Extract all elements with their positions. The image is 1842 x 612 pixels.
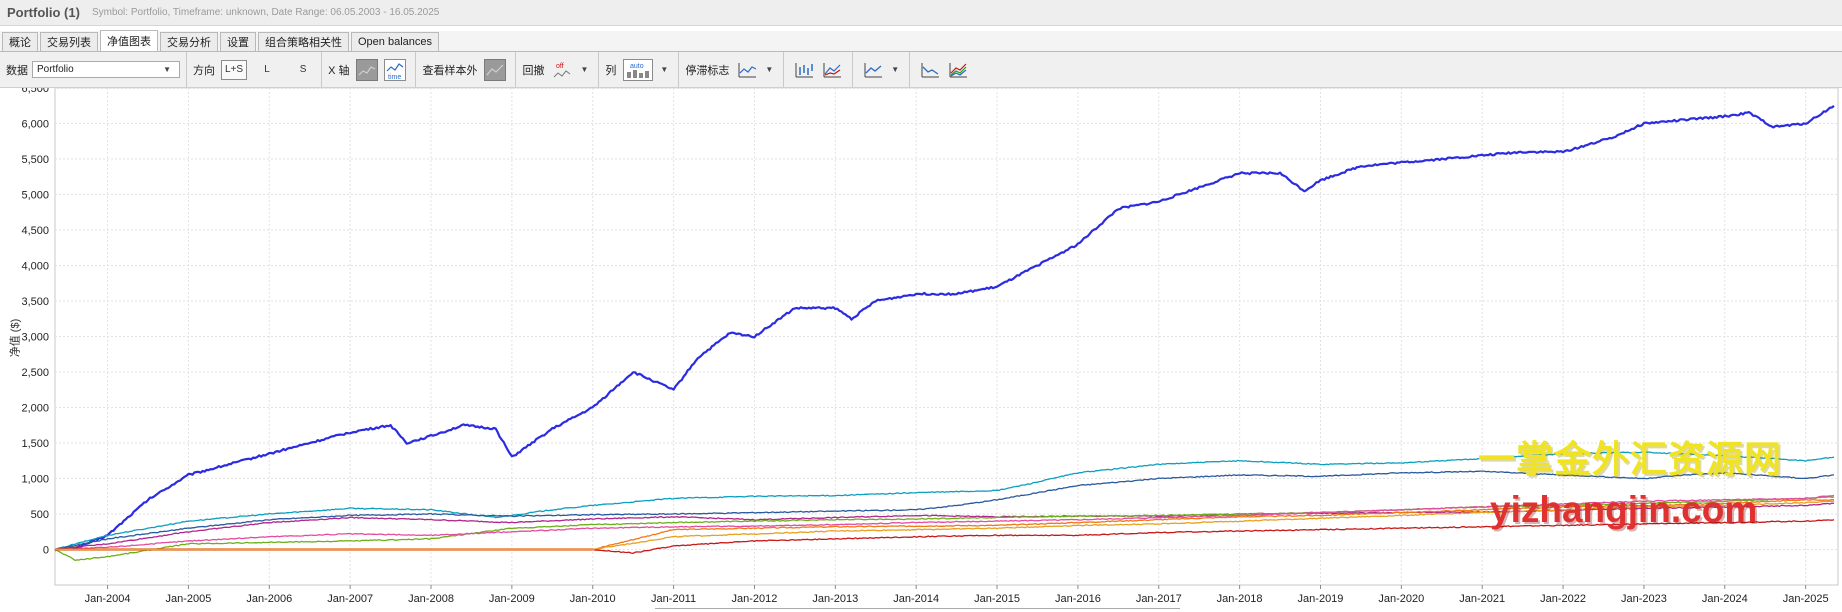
columns-group: 列 auto ▼ — [599, 52, 680, 87]
line-chart-dropdown-icon[interactable]: ▼ — [891, 65, 900, 74]
stagnation-dropdown-icon[interactable]: ▼ — [765, 65, 774, 74]
columns-label: 列 — [605, 64, 617, 77]
direction-group: 方向 L+S L S — [187, 52, 323, 87]
x-tick-label: Jan-2007 — [327, 593, 373, 605]
line-chart-icon[interactable] — [862, 59, 884, 81]
data-label: 数据 — [6, 64, 28, 77]
trade-axis-icon[interactable] — [356, 58, 379, 81]
window-subtitle: Symbol: Portfolio, Timeframe: unknown, D… — [91, 7, 440, 18]
x-tick-label: Jan-2021 — [1459, 593, 1505, 605]
watermark-chinese: 一掌金外汇资源网 — [1478, 439, 1782, 480]
equity-series-line — [54, 470, 1835, 551]
equity-chart: 净值 ($) 0 500 1,000 1,500 2,000 2,500 3,000 3,50… — [0, 83, 1842, 610]
watermark-url: yizhangjin.com — [1490, 489, 1758, 530]
x-tick-label: Jan-2017 — [1136, 593, 1182, 605]
y-axis-title: 净值 ($) — [9, 318, 21, 358]
y-tick-label: 2,500 — [21, 367, 49, 379]
direction-short-button[interactable]: S — [299, 64, 307, 75]
stagnation-group: 停滞标志 ▼ — [679, 52, 785, 87]
multi-equity-icon[interactable] — [947, 59, 969, 81]
window-title: Portfolio (1) — [7, 5, 80, 20]
x-tick-label: Jan-2008 — [408, 593, 454, 605]
oos-group: 查看样本外 — [416, 52, 517, 87]
line-chart-red-icon[interactable] — [821, 59, 843, 81]
drawdown-group: 回撤 off ▼ — [516, 52, 600, 87]
y-tick-label: 3,000 — [21, 332, 49, 344]
y-tick-label: 6,000 — [21, 119, 49, 131]
y-tick-label: 3,500 — [21, 296, 49, 308]
y-tick-label: 2,000 — [21, 403, 49, 415]
drawdown-dropdown-icon[interactable]: ▼ — [580, 65, 589, 74]
x-tick-label: Jan-2025 — [1783, 593, 1829, 605]
tab-overview[interactable]: 概论 — [2, 32, 38, 51]
x-tick-label: Jan-2014 — [893, 593, 939, 605]
x-tick-label: Jan-2009 — [489, 593, 535, 605]
drawdown-label: 回撤 — [522, 64, 545, 77]
stagnation-icon[interactable] — [736, 59, 758, 81]
equity-series-line — [54, 494, 1835, 551]
tab-bar: 概论 交易列表 净值图表 交易分析 设置 组合策略相关性 Open balanc… — [0, 30, 1842, 52]
xaxis-label: X 轴 — [328, 64, 350, 77]
y-tick-label: 4,500 — [21, 225, 49, 237]
equity-series-line — [54, 104, 1835, 552]
x-tick-label: Jan-2019 — [1298, 593, 1344, 605]
x-tick-label: Jan-2016 — [1055, 593, 1101, 605]
time-axis-icon[interactable]: time — [384, 58, 407, 81]
x-tick-label: Jan-2010 — [570, 593, 616, 605]
y-tick-label: 5,000 — [21, 190, 49, 202]
time-icon-text: time — [388, 74, 401, 80]
data-select-value: Portfolio — [37, 64, 74, 75]
chart-toolbar: 数据 Portfolio ▼ 方向 L+S L S X 轴 time 查看样本外… — [0, 52, 1842, 88]
x-tick-label: Jan-2012 — [732, 593, 778, 605]
y-tick-label: 500 — [31, 509, 49, 521]
direction-long-button[interactable]: L — [264, 64, 270, 75]
drawdown-icon[interactable]: off — [551, 59, 573, 81]
x-tick-label: Jan-2023 — [1621, 593, 1667, 605]
title-bar: Portfolio (1) Symbol: Portfolio, Timefra… — [0, 0, 1842, 26]
tab-correlation[interactable]: 组合策略相关性 — [258, 32, 349, 51]
line-chart-group: ▼ — [853, 52, 911, 87]
tab-settings[interactable]: 设置 — [220, 32, 256, 51]
x-tick-label: Jan-2018 — [1217, 593, 1263, 605]
stagnation-label: 停滞标志 — [685, 64, 730, 77]
y-tick-label: 5,500 — [21, 154, 49, 166]
out-of-sample-icon[interactable] — [484, 58, 507, 81]
xaxis-group: X 轴 time — [322, 52, 417, 87]
tab-trade-list[interactable]: 交易列表 — [40, 32, 98, 51]
columns-icon[interactable]: auto — [623, 58, 654, 81]
chart-type-group — [784, 52, 854, 87]
drawdown-icon-text: off — [556, 63, 564, 70]
x-tick-label: Jan-2011 — [651, 593, 696, 605]
tab-open-balances[interactable]: Open balances — [351, 32, 439, 51]
x-tick-label: Jan-2024 — [1702, 593, 1748, 605]
direction-label: 方向 — [193, 64, 215, 77]
equity-chart-svg: 0 500 1,000 1,500 2,000 2,500 3,000 3,500 4,000 4… — [21, 83, 1839, 610]
tab-trade-analysis[interactable]: 交易分析 — [160, 32, 218, 51]
chevron-down-icon: ▼ — [163, 65, 171, 74]
x-tick-label: Jan-2015 — [974, 593, 1020, 605]
y-tick-label: 6,500 — [21, 88, 49, 95]
y-tick-label: 4,000 — [21, 261, 49, 273]
equity-line-icon[interactable] — [919, 59, 941, 81]
equity-series-line — [54, 451, 1835, 550]
data-select[interactable]: Portfolio ▼ — [32, 61, 180, 78]
x-tick-label: Jan-2005 — [165, 593, 211, 605]
y-tick-label: 1,500 — [21, 438, 49, 450]
y-tick-label: 1,000 — [21, 474, 49, 486]
tab-equity-chart[interactable]: 净值图表 — [100, 30, 158, 51]
x-tick-label: Jan-2013 — [812, 593, 858, 605]
bar-chart-icon[interactable] — [793, 59, 815, 81]
data-group: 数据 Portfolio ▼ — [0, 52, 187, 87]
x-tick-label: Jan-2020 — [1378, 593, 1424, 605]
x-tick-label: Jan-2006 — [246, 593, 292, 605]
direction-long-short-button[interactable]: L+S — [221, 59, 248, 80]
equity-series-line — [55, 500, 1835, 551]
compare-group — [910, 52, 978, 87]
x-tick-label: Jan-2022 — [1540, 593, 1586, 605]
y-tick-label: 0 — [43, 545, 49, 557]
x-tick-label: Jan-2004 — [85, 593, 131, 605]
oos-label: 查看样本外 — [422, 64, 478, 77]
columns-dropdown-icon[interactable]: ▼ — [660, 65, 669, 74]
columns-icon-text: auto — [630, 63, 644, 70]
